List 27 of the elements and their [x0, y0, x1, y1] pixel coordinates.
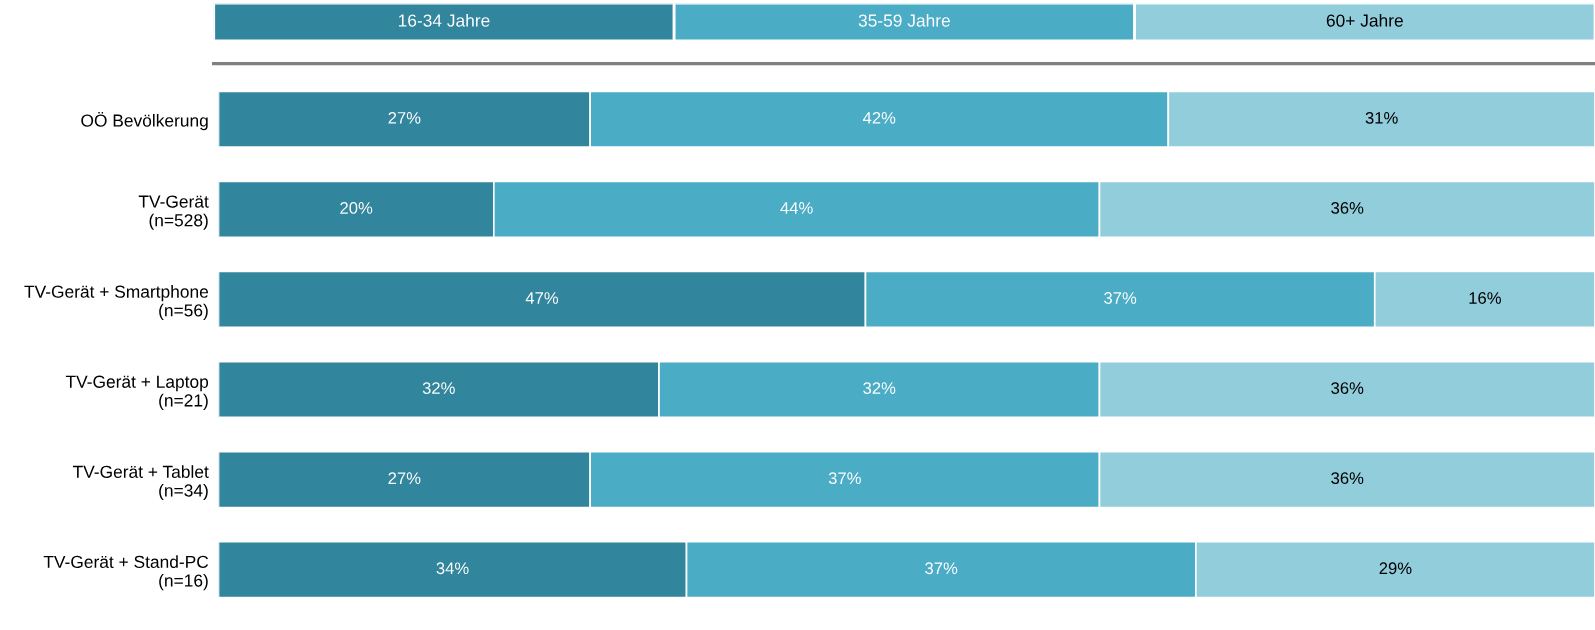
text: 35-59 Jahre — [858, 13, 950, 27]
data-label: 42% — [862, 111, 896, 124]
data-label: 32% — [422, 382, 455, 394]
text: 60+ Jahre — [1326, 13, 1403, 27]
data-label: 16% — [1469, 292, 1501, 304]
data-label: 37% — [925, 562, 958, 575]
data-label: 47% — [525, 292, 559, 304]
data-label: 37% — [828, 472, 861, 485]
data-label: 36% — [1331, 202, 1364, 214]
y-tick-label: TV-Gerät + Stand-PC (n=16) — [43, 555, 209, 591]
data-label: 29% — [1379, 562, 1412, 575]
data-label: 27% — [388, 472, 421, 484]
data-label: 27% — [388, 111, 421, 124]
y-tick-label: TV-Gerät + Smartphone (n=56) — [24, 285, 209, 320]
data-label: 32% — [863, 382, 896, 394]
y-tick-label: TV-Gerät + Laptop (n=21) — [65, 375, 209, 410]
data-label: 36% — [1331, 382, 1364, 394]
y-tick-label: OÖ Bevölkerung — [81, 112, 208, 131]
data-label: 34% — [436, 562, 469, 575]
data-label: 36% — [1331, 472, 1364, 485]
y-tick-label: TV-Gerät (n=528) — [138, 195, 209, 230]
data-label: 20% — [340, 202, 373, 214]
data-label: 44% — [780, 202, 813, 214]
data-label: 31% — [1365, 111, 1398, 124]
data-label: 37% — [1104, 292, 1137, 304]
y-tick-label: TV-Gerät + Tablet (n=34) — [72, 465, 209, 501]
text: 16-34 Jahre — [398, 13, 490, 27]
